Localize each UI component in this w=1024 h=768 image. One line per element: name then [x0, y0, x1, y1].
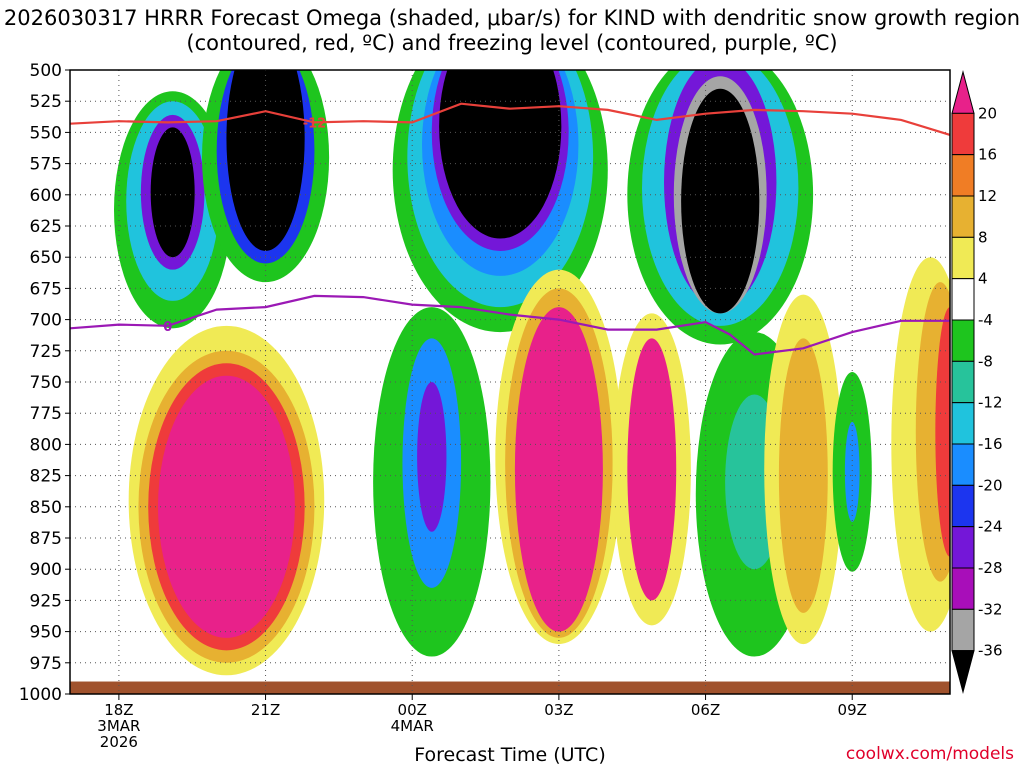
y-tick-label: 925 [30, 591, 62, 611]
dendritic-line [70, 102, 950, 136]
colorbar-label: -12 [978, 394, 1003, 412]
grid-lines [65, 69, 950, 700]
y-tick-label: 900 [30, 560, 62, 580]
dendritic-line-label: -12 [303, 116, 327, 131]
x-tick-label: 18Z [104, 701, 133, 719]
colorbar-label: -20 [978, 476, 1003, 494]
colorbar-swatch [951, 278, 975, 321]
y-tick-label: 875 [30, 529, 62, 549]
x-tick-date: 3MAR [97, 717, 140, 735]
x-axis-title: Forecast Time (UTC) [414, 744, 606, 766]
colorbar-label: 16 [978, 146, 997, 164]
y-axis-labels: 500 525 550 575 600 625 650 675 700 725 750 775 800 8… [19, 61, 62, 705]
y-tick-label: 675 [30, 279, 62, 299]
x-tick-label: 00Z [398, 701, 427, 719]
y-tick-label: 800 [30, 435, 62, 455]
colorbar-swatch [951, 608, 975, 652]
colorbar-swatch [951, 443, 975, 486]
y-tick-label: 950 [30, 623, 62, 643]
colorbar-label: -28 [978, 559, 1003, 577]
colorbar-swatch [951, 154, 975, 197]
colorbar: 20 16 12 8 4 -4 -8 -12 -16 -20 -24 -28 -32 -36 [951, 70, 1003, 694]
surface-band [70, 681, 950, 694]
colorbar-label: 8 [978, 228, 988, 246]
y-tick-label: 650 [30, 248, 62, 268]
x-tick-label: 21Z [251, 701, 280, 719]
omega-region [935, 307, 950, 557]
colorbar-label: -36 [978, 642, 1003, 660]
y-tick-label: 750 [30, 373, 62, 393]
y-tick-label: 725 [30, 342, 62, 362]
colorbar-swatch [951, 319, 975, 362]
y-tick-label: 600 [30, 186, 62, 206]
colorbar-swatch [951, 484, 975, 528]
colorbar-swatch [951, 526, 975, 569]
y-tick-label: 975 [30, 654, 62, 674]
colorbar-swatch [951, 195, 975, 238]
colorbar-label: 12 [978, 187, 997, 205]
colorbar-swatch [951, 567, 975, 610]
freezing-level-line [70, 294, 950, 356]
omega-shading [70, 70, 950, 694]
y-tick-label: 850 [30, 498, 62, 518]
colorbar-swatch [951, 402, 975, 445]
omega-region [778, 338, 828, 613]
omega-region [514, 307, 603, 632]
colorbar-label: -32 [978, 600, 1003, 618]
y-tick-label: 575 [30, 155, 62, 175]
y-tick-label: 775 [30, 404, 62, 424]
colorbar-label: 20 [978, 104, 997, 122]
omega-region [417, 382, 447, 532]
colorbar-swatch [951, 360, 975, 404]
colorbar-label: -8 [978, 352, 993, 370]
y-tick-label: 1000 [19, 685, 62, 705]
x-tick-year: 2026 [100, 733, 138, 751]
x-tick-label: 03Z [544, 701, 573, 719]
x-tick-label: 06Z [691, 701, 720, 719]
colorbar-label: -24 [978, 518, 1003, 536]
y-tick-label: 525 [30, 92, 62, 112]
x-tick-label: 09Z [838, 701, 867, 719]
y-tick-label: 825 [30, 467, 62, 487]
omega-region [681, 88, 760, 314]
freezing-level-line-label: 0 [163, 320, 172, 335]
omega-region [158, 375, 295, 638]
colorbar-swatch [951, 112, 975, 156]
x-tick-date: 4MAR [391, 717, 434, 735]
colorbar-label: -4 [978, 311, 993, 329]
omega-region [150, 127, 195, 258]
contour-lines: 0 -12 [70, 102, 950, 356]
omega-region [627, 338, 677, 601]
y-tick-label: 700 [30, 311, 62, 331]
y-tick-label: 500 [30, 61, 62, 81]
y-tick-label: 550 [30, 123, 62, 143]
colorbar-label: 4 [978, 270, 988, 288]
chart-title: 2026030317 HRRR Forecast Omega (shaded, … [3, 6, 1021, 55]
colorbar-bottom-arrow [951, 650, 975, 694]
omega-region [844, 421, 860, 522]
colorbar-label: -16 [978, 435, 1003, 453]
colorbar-swatch [951, 236, 975, 280]
colorbar-top-arrow [951, 70, 975, 114]
plot-frame [69, 69, 951, 695]
omega-region [226, 70, 305, 251]
credit-text: coolwx.com/models [845, 744, 1014, 764]
omega-region [439, 70, 562, 239]
y-tick-label: 625 [30, 217, 62, 237]
